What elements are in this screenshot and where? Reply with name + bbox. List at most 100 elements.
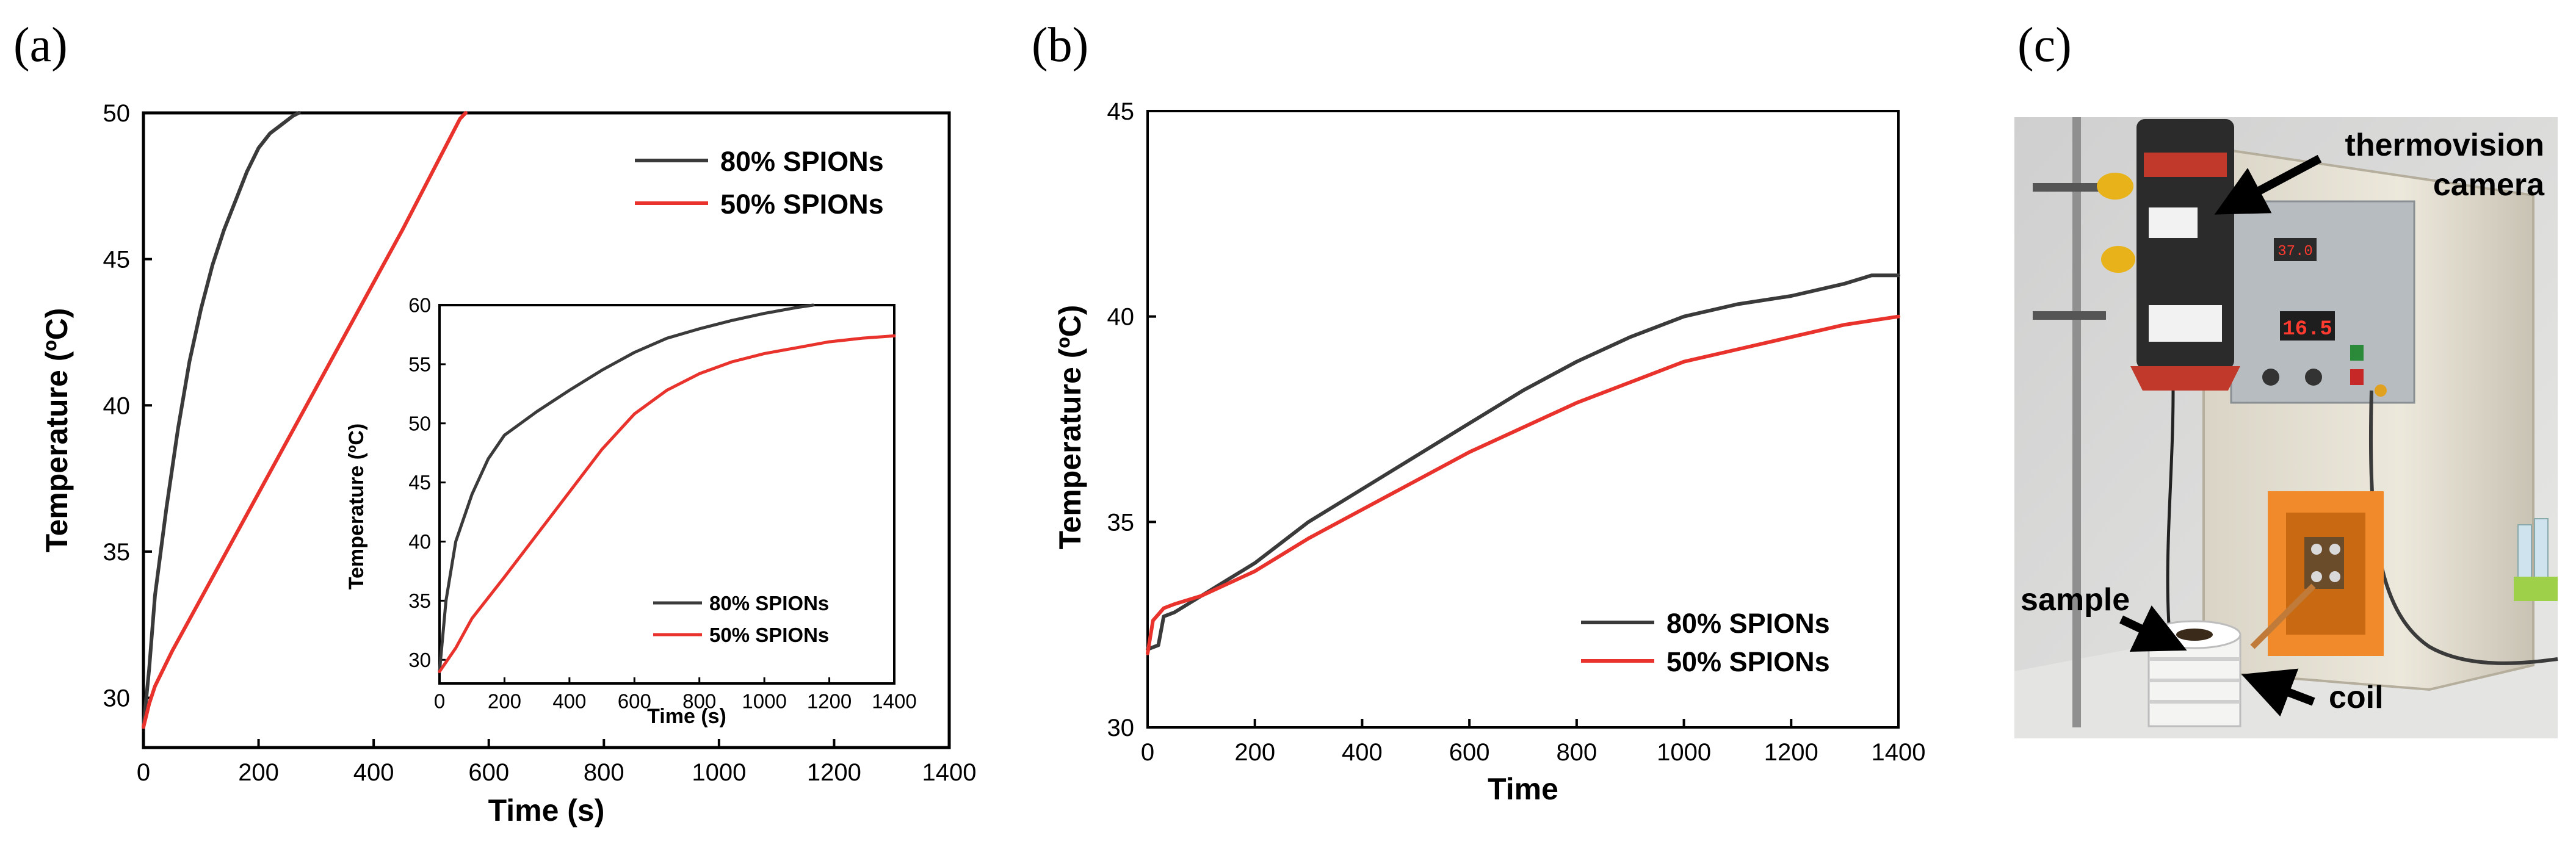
terminal-screw-4 [2329,571,2340,582]
clamp-knob-1 [2097,173,2133,200]
y-tick-label: 40 [408,530,431,553]
chart-a-inset-frame [438,304,895,685]
series-line-50-spions [142,111,468,729]
x-tick-label: 1400 [872,690,916,712]
x-tick-label: 200 [1234,739,1275,766]
x-tick-label: 1200 [1764,739,1818,766]
x-tick-label: 1000 [1657,739,1711,766]
series-line-80-spions [142,111,301,729]
y-tick-label: 45 [408,471,431,494]
panel-knob-1 [2262,369,2279,386]
x-tick-label: 400 [552,690,586,712]
y-tick-label: 30 [1107,715,1135,741]
legend-b-label-50: 50% SPIONs [1666,646,1830,677]
chart-b-frame [1146,110,1900,729]
series-line-50-spions [1146,314,1900,655]
series-line-80-spions [438,303,815,674]
camera-barcode-label [2149,207,2198,238]
x-tick-label: 200 [488,690,521,712]
y-tick-label: 35 [1107,509,1135,536]
arrow-coil [2241,668,2315,717]
y-tick-label: 60 [408,294,431,317]
series-line-50-spions [438,334,896,674]
x-tick-label: 800 [1556,739,1597,766]
photo-label-camera: camera [2433,167,2545,203]
panel-switch-green [2350,345,2364,361]
y-tick-label: 45 [103,247,131,273]
legend-a-inset-label-80: 80% SPIONs [709,592,829,615]
chart-a-inset: 30 35 40 45 50 55 60 0 200 400 600 800 1000 1200 1400… [345,294,917,728]
panel-label-a: (a) [13,18,68,72]
y-tick-label: 40 [1107,304,1135,331]
panel-label-b: (b) [1032,18,1088,72]
main-display [2280,311,2335,341]
x-tick-label: 800 [584,759,624,786]
clamp-knob-2 [2101,246,2135,273]
x-tick-label: 800 [682,690,716,712]
y-tick-label: 35 [103,539,131,566]
y-tick-label: 55 [408,353,431,375]
x-tick-label: 1200 [807,690,852,712]
photo-induction-setup: 37.0 16.5 [2014,117,2558,738]
photo-label-sample: sample [2021,582,2130,618]
x-tick-label: 1400 [1872,739,1926,766]
y-tick-label: 50 [103,100,131,127]
arrow-sample [2119,605,2187,652]
x-tick-label: 1000 [742,690,786,712]
x-tick-label: 600 [618,690,651,712]
chart-a-frame [142,111,951,749]
legend-b-label-80: 80% SPIONs [1666,608,1830,639]
x-tick-label: 200 [238,759,279,786]
y-tick-label: 35 [408,589,431,612]
copper-lead [2250,583,2316,649]
stand-rod [2072,117,2081,727]
arrow-camera [2214,154,2322,215]
chart-a-xlabel: Time (s) [488,793,605,827]
sample-vial [2176,629,2213,641]
chart-b-xlabel: Time [1488,772,1558,806]
camera-brand-label [2149,305,2222,342]
photo-label-coil: coil [2329,680,2384,715]
x-tick-label: 0 [137,759,150,786]
clamp-arm-1 [2033,183,2106,192]
x-tick-label: 0 [434,690,445,712]
cable-right [2368,390,2558,665]
camera-band [2144,153,2227,177]
x-tick-label: 400 [1342,739,1383,766]
x-tick-label: 1000 [692,759,746,786]
photo-label-thermovision: thermovision [2345,128,2545,163]
camera-lens-ring [2130,366,2240,391]
x-tick-label: 1400 [922,759,977,786]
chart-a-ylabel: Temperature (ºC) [40,308,74,553]
clamp-arm-2 [2033,311,2106,320]
terminal-screw-2 [2329,544,2340,555]
x-tick-label: 600 [1449,739,1490,766]
vial-tray [2514,577,2558,601]
legend-a-label-80: 80% SPIONs [720,146,884,177]
chart-a-inset-ylabel: Temperature (ºC) [345,424,368,590]
chart-b-ylabel: Temperature (ºC) [1053,305,1087,550]
control-panel [2230,200,2415,404]
terminal-screw-3 [2311,571,2322,582]
legend-a-inset-label-50: 50% SPIONs [709,624,829,646]
legend-a-label-50: 50% SPIONs [720,189,884,220]
main-display-value: 16.5 [2282,318,2332,341]
small-display [2274,238,2317,261]
x-tick-label: 400 [353,759,394,786]
panel-knob-2 [2305,369,2322,386]
vial-2 [2534,518,2549,580]
y-tick-label: 50 [408,412,431,434]
panel-switch-red [2350,369,2364,385]
y-tick-label: 40 [103,392,131,419]
terminal-screw-1 [2311,544,2322,555]
series-line-80-spions [1146,273,1900,652]
x-tick-label: 0 [1141,739,1154,766]
panel-label-c: (c) [2017,18,2072,72]
y-tick-label: 45 [1107,98,1135,125]
x-tick-label: 600 [468,759,509,786]
x-tick-label: 1200 [807,759,861,786]
panel-connector [2375,384,2387,397]
